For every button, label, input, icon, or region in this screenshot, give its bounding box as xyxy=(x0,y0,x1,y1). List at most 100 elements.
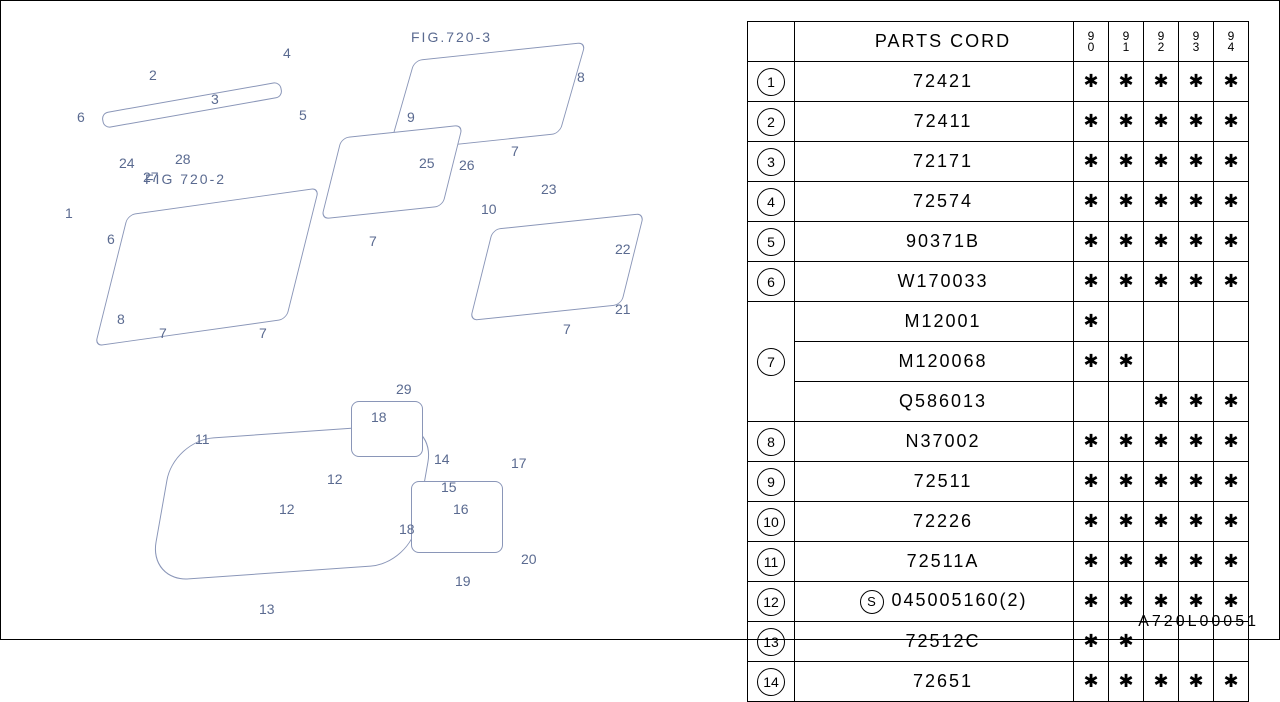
asterisk-icon: ✱ xyxy=(1188,591,1203,611)
asterisk-icon: ✱ xyxy=(1223,471,1238,491)
part-code: 72511A xyxy=(795,542,1074,582)
callout-8: 8 xyxy=(117,311,125,327)
part-hose xyxy=(101,81,283,128)
asterisk-icon: ✱ xyxy=(1083,111,1098,131)
index-circle: 12 xyxy=(757,588,785,616)
callout-3: 3 xyxy=(211,91,219,107)
year-cell: ✱ xyxy=(1109,342,1144,382)
part-code: 72226 xyxy=(795,502,1074,542)
index-circle: 8 xyxy=(757,428,785,456)
asterisk-icon: ✱ xyxy=(1118,191,1133,211)
callout-17: 17 xyxy=(511,455,527,471)
row-index: 12 xyxy=(748,582,795,622)
row-index: 2 xyxy=(748,102,795,142)
figure-ref-1: FIG.720-3 xyxy=(411,29,492,45)
row-index: 8 xyxy=(748,422,795,462)
asterisk-icon: ✱ xyxy=(1083,151,1098,171)
part-grille-1 xyxy=(351,401,423,457)
year-cell: ✱ xyxy=(1074,182,1109,222)
s-mark-icon: S xyxy=(860,590,884,614)
index-circle: 6 xyxy=(757,268,785,296)
asterisk-icon: ✱ xyxy=(1223,271,1238,291)
callout-14: 14 xyxy=(434,451,450,467)
asterisk-icon: ✱ xyxy=(1118,111,1133,131)
row-index: 13 xyxy=(748,622,795,662)
asterisk-icon: ✱ xyxy=(1188,111,1203,131)
year-cell: ✱ xyxy=(1179,662,1214,702)
year-cell: ✱ xyxy=(1109,542,1144,582)
year-cell: ✱ xyxy=(1214,462,1249,502)
callout-7: 7 xyxy=(369,233,377,249)
asterisk-icon: ✱ xyxy=(1153,271,1168,291)
year-cell: ✱ xyxy=(1179,542,1214,582)
table-row: 1172511A✱✱✱✱✱ xyxy=(748,542,1249,582)
year-cell: ✱ xyxy=(1074,62,1109,102)
year-cell: ✱ xyxy=(1179,462,1214,502)
year-cell: ✱ xyxy=(1179,222,1214,262)
year-cell: ✱ xyxy=(1144,502,1179,542)
row-index: 7 xyxy=(748,302,795,422)
asterisk-icon: ✱ xyxy=(1118,591,1133,611)
year-cell: ✱ xyxy=(1109,422,1144,462)
part-code: Q586013 xyxy=(795,382,1074,422)
callout-23: 23 xyxy=(541,181,557,197)
year-cell: ✱ xyxy=(1144,382,1179,422)
asterisk-icon: ✱ xyxy=(1118,671,1133,691)
callout-18: 18 xyxy=(371,409,387,425)
year-cell: ✱ xyxy=(1074,462,1109,502)
year-cell: ✱ xyxy=(1214,222,1249,262)
y91b: 1 xyxy=(1123,40,1130,54)
table-row: 372171✱✱✱✱✱ xyxy=(748,142,1249,182)
year-cell xyxy=(1074,382,1109,422)
asterisk-icon: ✱ xyxy=(1083,471,1098,491)
callout-13: 13 xyxy=(259,601,275,617)
asterisk-icon: ✱ xyxy=(1188,431,1203,451)
year-cell: ✱ xyxy=(1179,422,1214,462)
col-year-90: 9 0 xyxy=(1074,22,1109,62)
year-cell xyxy=(1144,302,1179,342)
callout-9: 9 xyxy=(407,109,415,125)
y94b: 4 xyxy=(1228,40,1235,54)
year-cell: ✱ xyxy=(1214,422,1249,462)
asterisk-icon: ✱ xyxy=(1188,391,1203,411)
year-cell xyxy=(1214,302,1249,342)
year-cell: ✱ xyxy=(1144,222,1179,262)
asterisk-icon: ✱ xyxy=(1188,191,1203,211)
asterisk-icon: ✱ xyxy=(1118,431,1133,451)
callout-12: 12 xyxy=(327,471,343,487)
part-grille-2 xyxy=(411,481,503,553)
page: FIG.720-3 FIG 720-2 12345667777788910111… xyxy=(0,0,1280,640)
part-code: 72421 xyxy=(795,62,1074,102)
asterisk-icon: ✱ xyxy=(1153,511,1168,531)
col-year-93: 9 3 xyxy=(1179,22,1214,62)
index-circle: 5 xyxy=(757,228,785,256)
asterisk-icon: ✱ xyxy=(1153,191,1168,211)
asterisk-icon: ✱ xyxy=(1118,351,1133,371)
part-code: M12001 xyxy=(795,302,1074,342)
year-cell: ✱ xyxy=(1179,262,1214,302)
y90b: 0 xyxy=(1088,40,1095,54)
callout-4: 4 xyxy=(283,45,291,61)
year-cell: ✱ xyxy=(1179,102,1214,142)
asterisk-icon: ✱ xyxy=(1223,151,1238,171)
table-row: 590371B✱✱✱✱✱ xyxy=(748,222,1249,262)
asterisk-icon: ✱ xyxy=(1118,231,1133,251)
drawing-number: A720L00051 xyxy=(1138,613,1259,631)
asterisk-icon: ✱ xyxy=(1153,231,1168,251)
parts-table-body: 172421✱✱✱✱✱272411✱✱✱✱✱372171✱✱✱✱✱472574✱… xyxy=(748,62,1249,702)
asterisk-icon: ✱ xyxy=(1223,231,1238,251)
year-cell: ✱ xyxy=(1074,222,1109,262)
asterisk-icon: ✱ xyxy=(1083,71,1098,91)
index-circle: 9 xyxy=(757,468,785,496)
part-code: 72511 xyxy=(795,462,1074,502)
asterisk-icon: ✱ xyxy=(1083,671,1098,691)
callout-6: 6 xyxy=(107,231,115,247)
year-cell: ✱ xyxy=(1214,62,1249,102)
year-cell: ✱ xyxy=(1144,462,1179,502)
year-cell: ✱ xyxy=(1179,182,1214,222)
asterisk-icon: ✱ xyxy=(1188,71,1203,91)
index-circle: 2 xyxy=(757,108,785,136)
table-row: Q586013✱✱✱ xyxy=(748,382,1249,422)
year-cell xyxy=(1144,342,1179,382)
year-cell: ✱ xyxy=(1179,62,1214,102)
